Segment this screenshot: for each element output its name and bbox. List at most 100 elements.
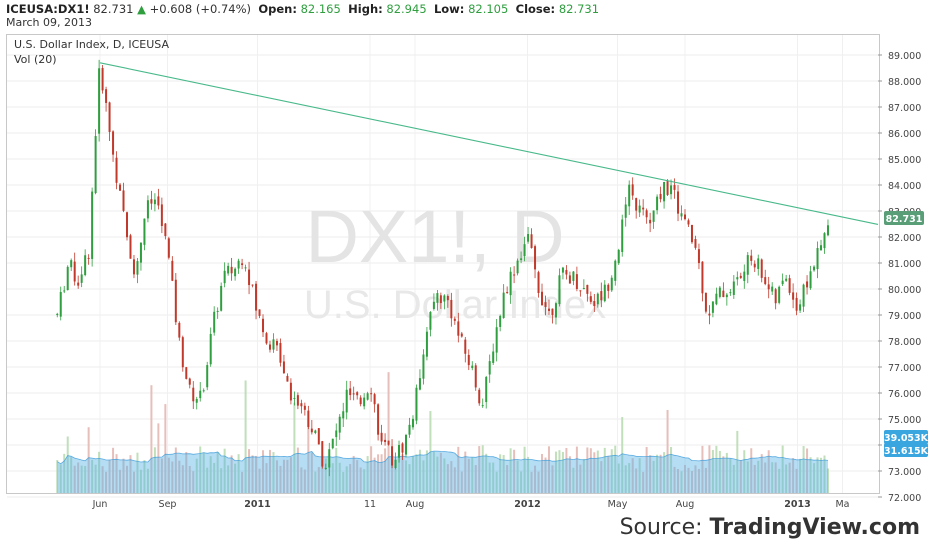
candle-body <box>722 290 725 298</box>
volume-layer <box>56 372 829 493</box>
y-tick-label: 84.000 <box>888 181 921 192</box>
candle-body <box>216 310 219 312</box>
candle-body <box>785 278 788 281</box>
candle-body <box>663 181 666 202</box>
volume-bar <box>328 463 331 493</box>
source-brand: TradingView.com <box>709 515 920 540</box>
candle-body <box>579 290 582 292</box>
candle-body <box>771 286 774 292</box>
volume-bar <box>258 468 261 493</box>
x-tick-label: 2012 <box>514 499 540 510</box>
volume-bar <box>366 456 369 493</box>
volume-bar <box>481 445 484 493</box>
candle-body <box>279 342 282 363</box>
volume-bar <box>418 449 421 493</box>
candle-body <box>91 191 94 259</box>
candle-body <box>767 284 770 290</box>
volume-bar <box>488 462 491 493</box>
volume-bar <box>150 385 153 493</box>
candle-body <box>788 278 791 293</box>
candle-body <box>450 299 453 319</box>
volume-bar <box>164 404 167 493</box>
volume-bar <box>132 471 135 493</box>
candle-body <box>757 258 760 269</box>
candle-body <box>471 365 474 369</box>
candle-body <box>262 318 265 333</box>
x-tick-label: Aug <box>676 499 695 510</box>
y-tick-label: 81.000 <box>888 259 921 270</box>
candle-body <box>234 268 237 277</box>
candle-body <box>558 275 561 305</box>
volume-bar <box>192 471 195 493</box>
candle-body <box>384 439 387 443</box>
volume-bar <box>432 451 435 493</box>
candle-body <box>188 378 191 385</box>
candle-body <box>70 260 73 268</box>
volume-bar <box>73 465 76 493</box>
volume-bar <box>251 455 254 493</box>
candle-body <box>408 424 411 435</box>
source-credit: Source: TradingView.com <box>620 515 920 540</box>
close-label: Close: <box>515 2 556 16</box>
volume-bar <box>394 468 397 493</box>
candle-body <box>743 271 746 281</box>
candle-body <box>642 207 645 210</box>
volume-bar <box>310 452 313 493</box>
volume-bar <box>181 465 184 493</box>
volume-bar <box>411 456 414 493</box>
volume-bar <box>778 468 781 493</box>
up-arrow-icon: ▲ <box>137 2 146 16</box>
candle-body <box>509 271 512 296</box>
candle-body <box>704 292 707 312</box>
candle-body <box>345 389 348 413</box>
volume-bar <box>153 447 156 493</box>
y-tick-label: 73.000 <box>888 467 921 478</box>
candle-body <box>139 242 142 263</box>
volume-bar <box>795 468 798 493</box>
candle-body <box>310 428 313 433</box>
volume-bar <box>816 457 819 493</box>
volume-bar <box>457 446 460 493</box>
candle-body <box>677 191 680 214</box>
volume-bar <box>185 451 188 493</box>
volume-bar <box>122 458 125 493</box>
volume-bar <box>474 465 477 493</box>
candle-body <box>202 390 205 392</box>
volume-bar <box>530 471 533 493</box>
candle-body <box>527 234 530 242</box>
candle-body <box>300 403 303 407</box>
candle-body <box>670 185 673 195</box>
volume-bar <box>684 464 686 493</box>
source-prefix: Source: <box>619 515 710 540</box>
candle-body <box>635 198 638 211</box>
volume-bar <box>663 452 666 493</box>
candle-body <box>237 260 240 269</box>
candle-body <box>516 260 519 274</box>
chart-frame[interactable] <box>6 34 880 494</box>
volume-bar <box>516 460 519 493</box>
candle-body <box>680 213 683 217</box>
volume-bar <box>443 458 446 493</box>
volume-bar <box>206 467 209 493</box>
volume-bar <box>666 409 669 493</box>
candle-body <box>499 315 502 327</box>
volume-bar <box>213 462 216 493</box>
candle-body <box>303 405 306 410</box>
candle-body <box>638 205 641 213</box>
candle-body <box>436 293 439 303</box>
volume-bar <box>631 458 634 493</box>
y-tick-label: 86.000 <box>888 129 921 140</box>
candle-body <box>816 248 819 270</box>
candle-body <box>324 467 327 470</box>
volume-bar <box>568 456 571 493</box>
candle-body <box>122 190 125 211</box>
candle-body <box>359 397 362 405</box>
x-tick-label: Aug <box>406 499 425 510</box>
candle-body <box>164 223 167 237</box>
volume-bar <box>223 448 226 493</box>
candle-body <box>265 333 268 344</box>
candle-body <box>227 265 230 274</box>
volume-bar <box>275 460 278 493</box>
candle-body <box>474 365 477 388</box>
